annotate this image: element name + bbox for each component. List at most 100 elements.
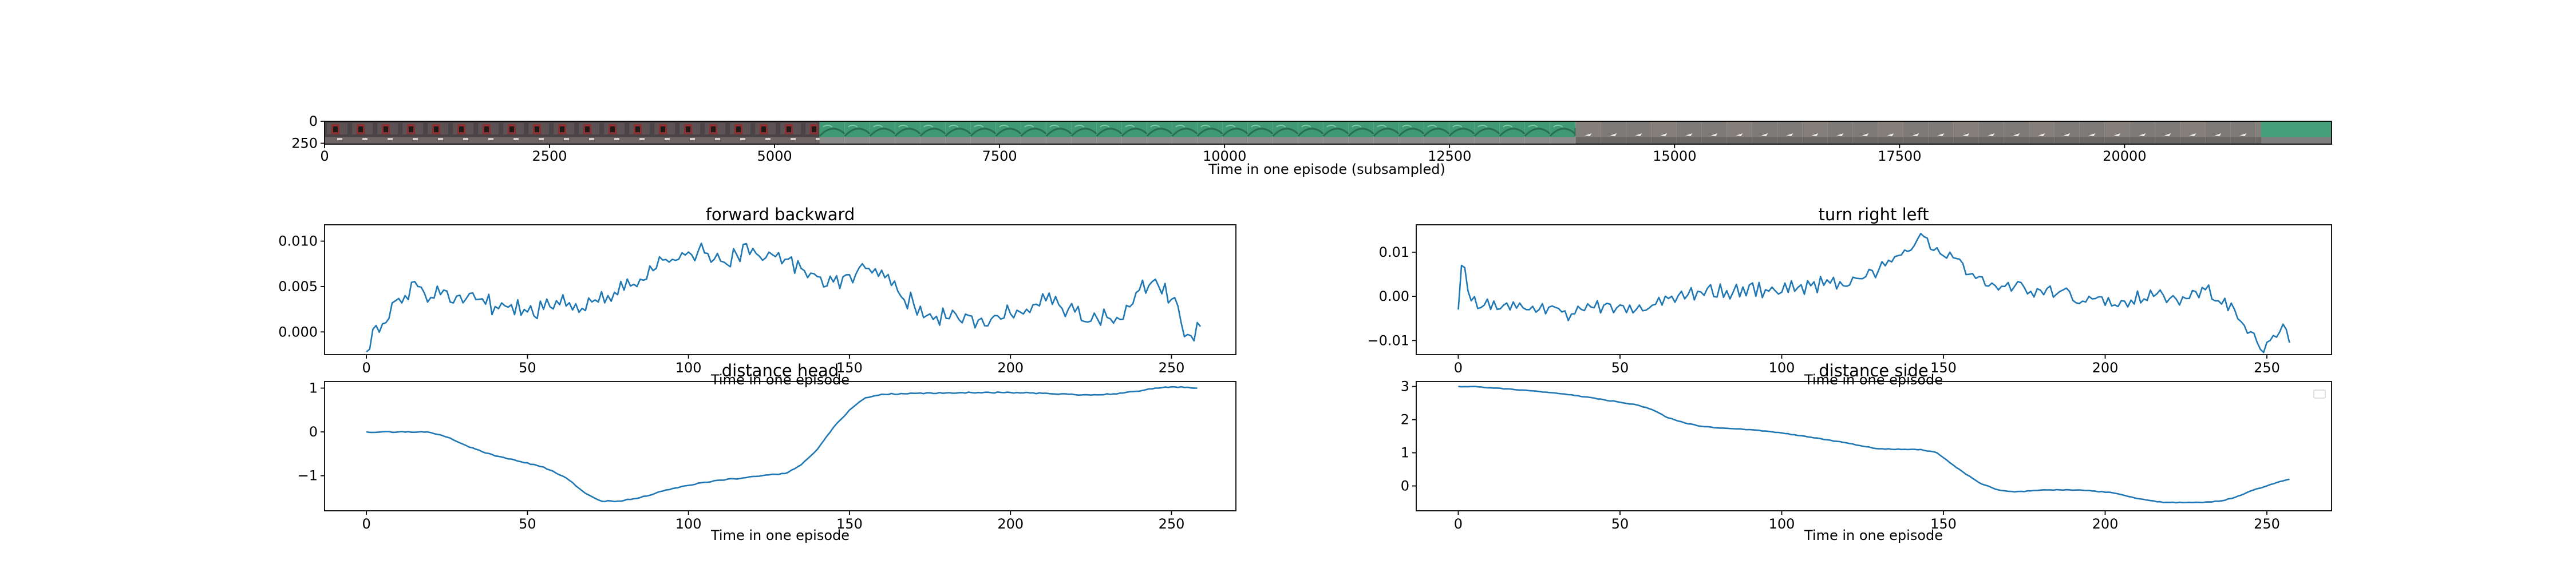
filmstrip-frame-tile [2054, 121, 2080, 144]
filmstrip-frame-tile [702, 121, 728, 144]
filmstrip-frame-tile [2104, 121, 2130, 144]
x-tick-label: 50 [1611, 516, 1629, 532]
forward-backward-plot: forward backward 0 50 100 150 200 250 0.000 0.0… [278, 205, 1236, 388]
distance-head-ticks: 0 50 100 150 200 250 −1 0 1 [298, 380, 1185, 532]
plot-title-turn-right-left: turn right left [1818, 205, 1929, 224]
filmstrip-x-tick-label: 17500 [1878, 148, 1921, 164]
filmstrip-frame-tile [1953, 121, 1979, 144]
filmstrip-frame-tile [1272, 121, 1299, 144]
filmstrip-frame-tile [1020, 121, 1047, 144]
x-tick-label: 250 [2254, 360, 2280, 376]
x-tick-label: 200 [2092, 360, 2119, 376]
filmstrip-frame-tile [919, 121, 946, 144]
filmstrip-frame-tile [1196, 121, 1223, 144]
y-tick-label: 0 [1401, 478, 1409, 494]
filmstrip-frame-tile [2079, 121, 2105, 144]
x-tick-label: 0 [362, 360, 370, 376]
distance-side-series [1458, 386, 2290, 504]
series-line [366, 386, 1198, 503]
filmstrip-frame-tile [1524, 121, 1551, 144]
filmstrip-frame-tile [451, 121, 476, 144]
filmstrip-frame-tile [1247, 121, 1274, 144]
filmstrip-frame-tile [2129, 121, 2155, 144]
filmstrip-y-tick-label: 250 [291, 135, 318, 151]
filmstrip-frame-tile [1651, 121, 1677, 144]
x-tick-label: 100 [675, 360, 702, 376]
turn-right-left-series [1457, 233, 2290, 353]
x-tick-label: 150 [1930, 360, 1957, 376]
filmstrip-frame-tile [551, 121, 576, 144]
distance-side-plot: 0 50 100 150 200 250 0 1 2 3 distance side Time i… [1401, 361, 2332, 543]
filmstrip-frame-tile [753, 121, 778, 144]
filmstrip-frame-tile [2155, 121, 2180, 144]
filmstrip-y-tick-label: 0 [309, 113, 318, 129]
filmstrip-x-tick-label: 15000 [1653, 148, 1696, 164]
filmstrip-frame-tile [1499, 121, 1526, 144]
filmstrip-frames [325, 121, 2332, 144]
y-tick-label: 1 [309, 380, 318, 396]
filmstrip-frame-tile [1752, 121, 1777, 144]
filmstrip-frame-tile [2180, 121, 2206, 144]
x-tick-label: 0 [1454, 516, 1463, 532]
filmstrip-frame-tile [501, 121, 526, 144]
x-tick-label: 150 [836, 516, 863, 532]
filmstrip-frame-tile [1473, 121, 1500, 144]
filmstrip-frame-tile [945, 121, 971, 144]
turn-right-left-axes [1416, 224, 2332, 355]
y-tick-label: −1 [298, 468, 318, 484]
x-tick-label: 0 [362, 516, 370, 532]
plot-title-distance-head: distance head [722, 361, 839, 380]
distance-head-series [366, 386, 1198, 503]
y-tick-label: −0.01 [1367, 332, 1409, 348]
filmstrip-frame-tile [728, 121, 753, 144]
filmstrip-frame-tile [1322, 121, 1349, 144]
filmstrip-frame-tile [627, 121, 652, 144]
y-tick-label: 1 [1401, 445, 1409, 461]
y-tick-label: 0.005 [278, 279, 318, 295]
filmstrip-segment-green-floor-sky [819, 121, 1589, 144]
filmstrip-frame-tile [778, 121, 803, 144]
filmstrip-frame-tile [1978, 121, 2004, 144]
filmstrip-frame-tile [400, 121, 425, 144]
filmstrip-frame-tile [602, 121, 627, 144]
filmstrip-frame-tile [1878, 121, 1903, 144]
filmstrip-frame-tile [1601, 121, 1626, 144]
distance-side-x-label: Time in one episode [1804, 527, 1943, 543]
distance-head-x-label: Time in one episode [710, 527, 850, 543]
series-line [1458, 386, 2290, 504]
episode-filmstrip: 0 2500 5000 7500 10000 12500 15000 17500 20000 0… [291, 113, 2332, 177]
turn-right-left-ticks: 0 50 100 150 200 250 −0.01 0.00 0.01 [1367, 244, 2279, 376]
filmstrip-segment-grey-room-with-white-objects [1575, 121, 2332, 144]
filmstrip-frame-tile [1045, 121, 1072, 144]
forward-backward-x-label: Time in one episode [710, 372, 850, 388]
filmstrip-frame-tile [1348, 121, 1374, 144]
filmstrip-frame-tile [1398, 121, 1425, 144]
filmstrip-frame-tile [1827, 121, 1853, 144]
x-tick-label: 200 [2092, 516, 2119, 532]
filmstrip-frame-tile [1423, 121, 1450, 144]
filmstrip-frame-tile [869, 121, 896, 144]
y-tick-label: 3 [1401, 379, 1409, 395]
x-tick-label: 150 [1930, 516, 1957, 532]
filmstrip-frame-tile [1070, 121, 1097, 144]
filmstrip-x-tick-label: 12500 [1428, 148, 1471, 164]
filmstrip-frame-tile [350, 121, 375, 144]
filmstrip-x-ticks: 0 2500 5000 7500 10000 12500 15000 17500 20000 [320, 144, 2147, 164]
x-tick-label: 250 [2254, 516, 2280, 532]
turn-right-left-x-label: Time in one episode [1804, 372, 1943, 388]
series-line [1457, 233, 2290, 353]
filmstrip-frame-tile [2004, 121, 2029, 144]
filmstrip-frame-tile [1575, 121, 1601, 144]
filmstrip-frame-tile [576, 121, 602, 144]
filmstrip-frame-tile [1096, 121, 1123, 144]
filmstrip-frame-tile [1852, 121, 1878, 144]
filmstrip-x-tick-label: 5000 [757, 148, 792, 164]
filmstrip-x-tick-label: 7500 [982, 148, 1017, 164]
filmstrip-frame-tile [375, 121, 400, 144]
filmstrip-x-tick-label: 2500 [532, 148, 567, 164]
filmstrip-frame-tile [1726, 121, 1752, 144]
plot-title-distance-side: distance side [1819, 361, 1929, 380]
x-tick-label: 150 [836, 360, 863, 376]
plot-title-forward-backward: forward backward [706, 205, 855, 224]
empty-legend-box [2313, 390, 2326, 399]
